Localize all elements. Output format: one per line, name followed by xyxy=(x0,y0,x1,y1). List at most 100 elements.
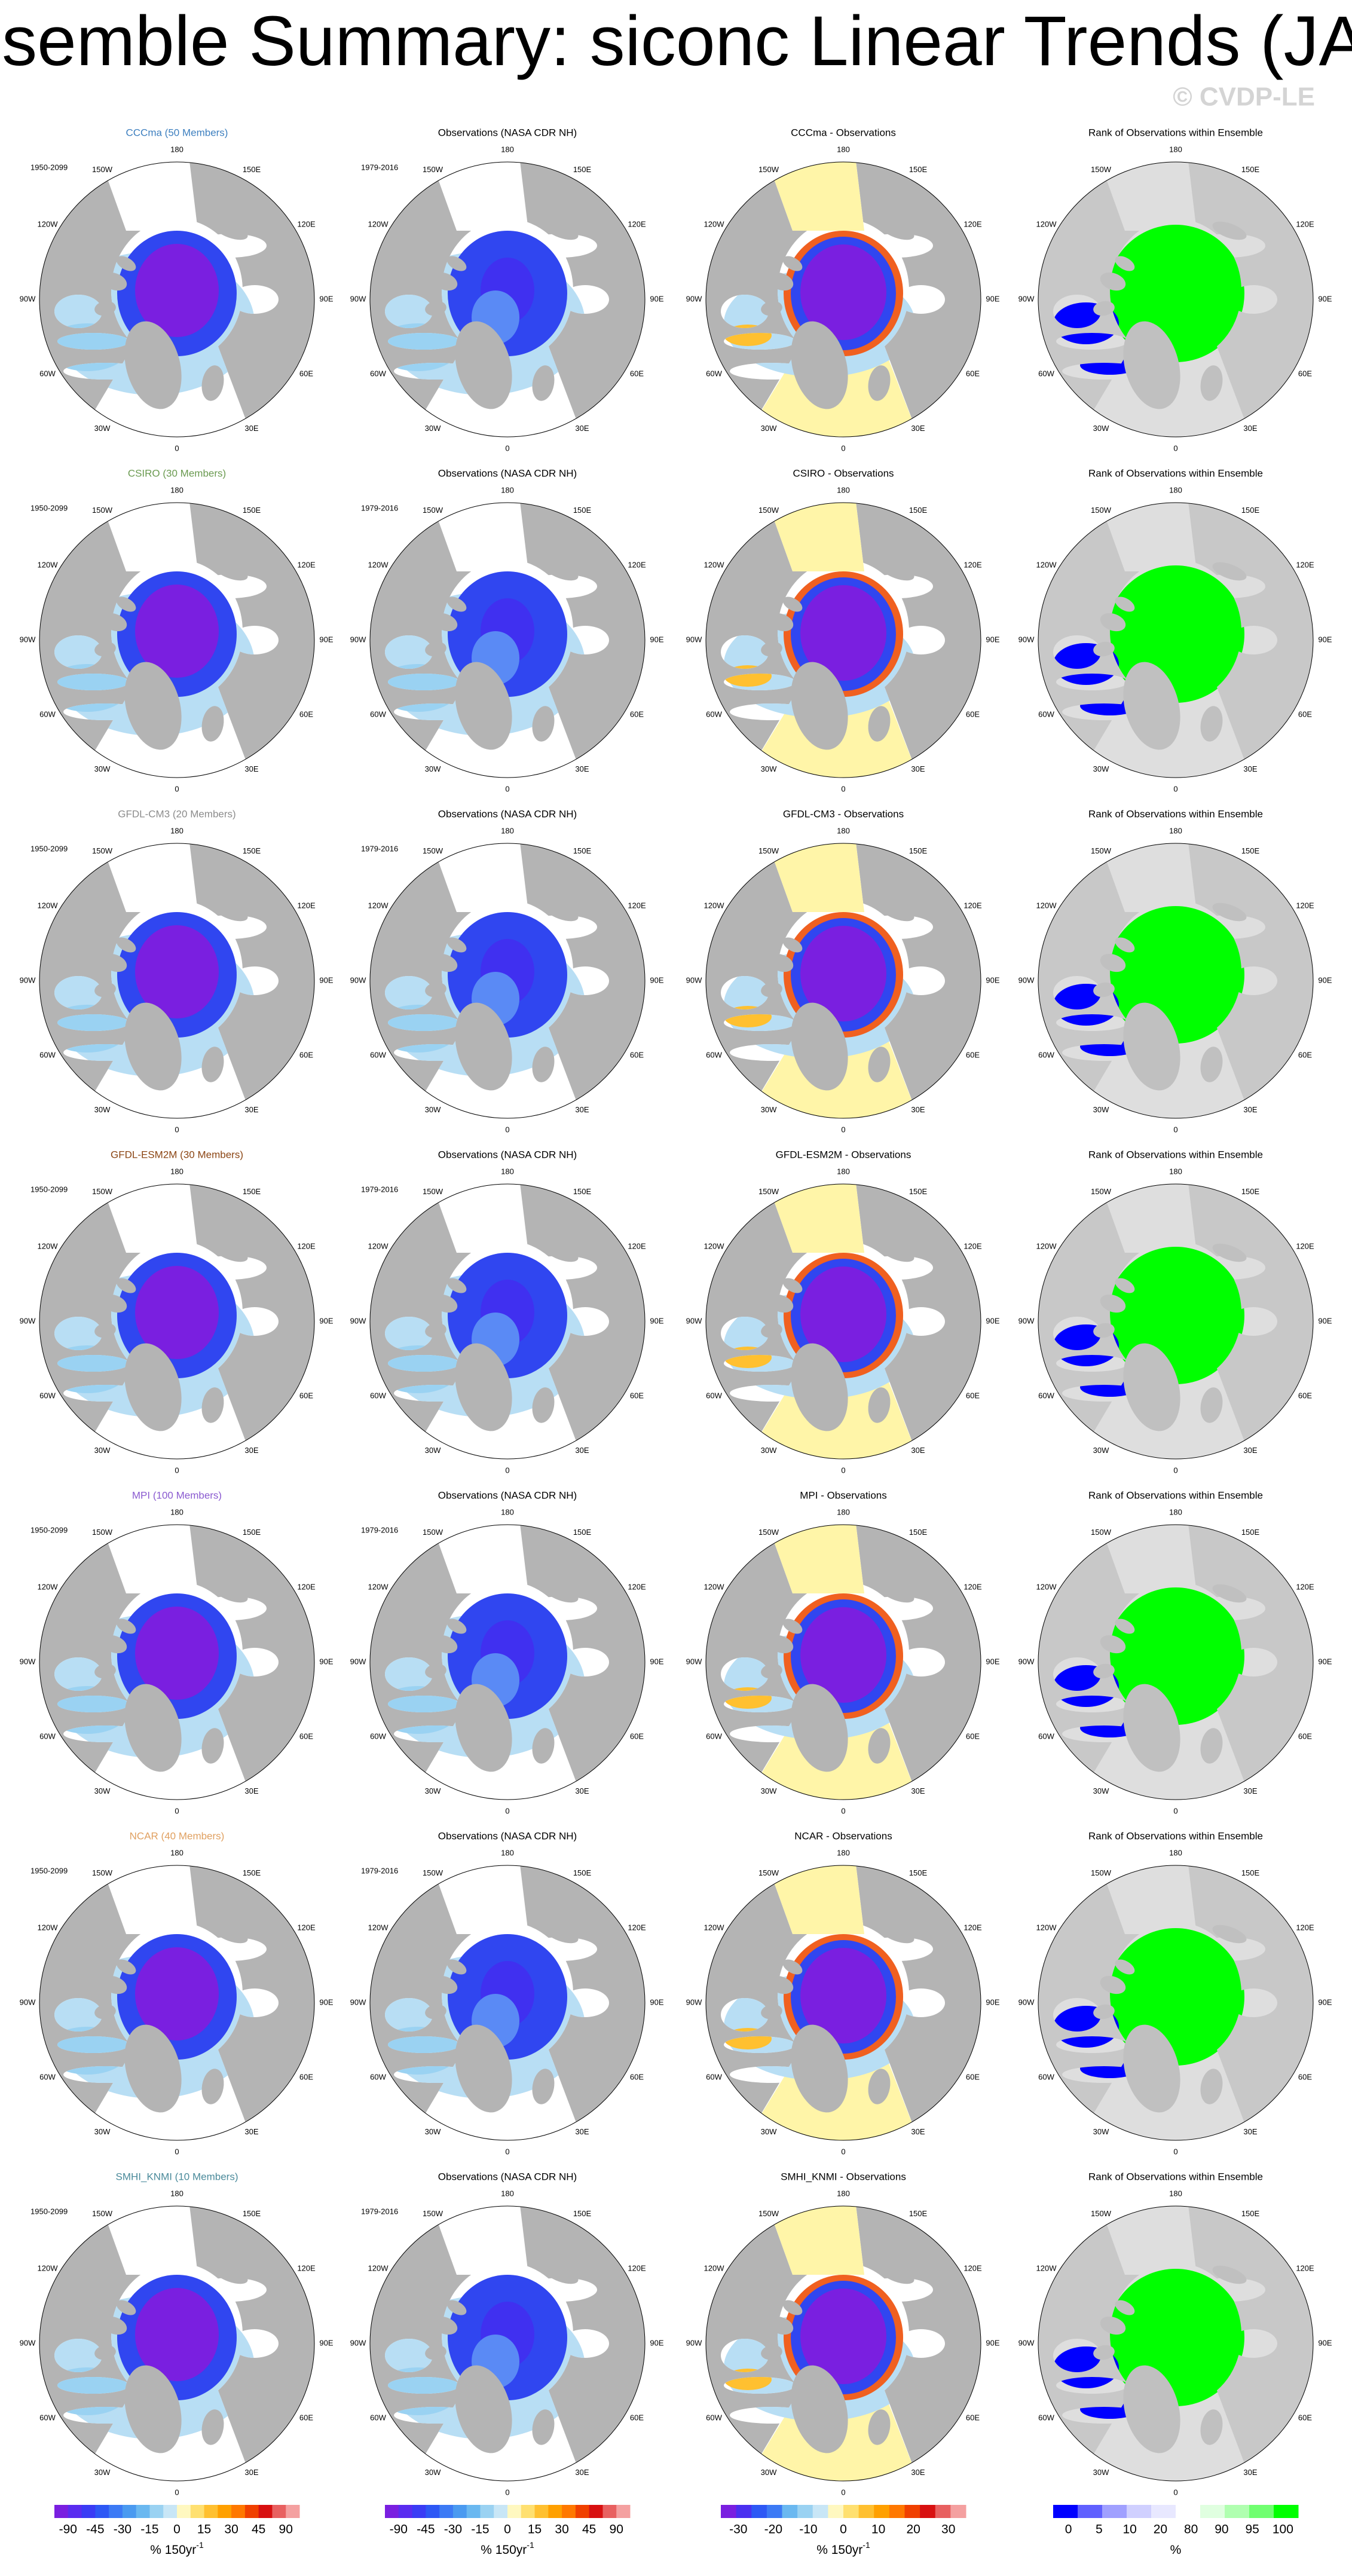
longitude-label: 180 xyxy=(501,2189,514,2198)
island xyxy=(544,1925,579,1944)
period-label: 1950-2099 xyxy=(30,1866,68,1875)
longitude-label: 90E xyxy=(1318,1657,1332,1666)
longitude-label: 60W xyxy=(706,2413,722,2422)
longitude-label: 90W xyxy=(20,2338,36,2347)
longitude-label: 0 xyxy=(1173,1466,1177,1474)
longitude-label: 90E xyxy=(319,1997,333,2006)
colorbar-box xyxy=(218,2505,232,2518)
island xyxy=(94,982,116,998)
panel-title: Observations (NASA CDR NH) xyxy=(438,1489,577,1501)
longitude-label: 120E xyxy=(963,219,982,228)
longitude-label: 180 xyxy=(501,1167,514,1176)
colorbar-label: -90 xyxy=(390,2523,408,2537)
longitude-label: 180 xyxy=(1169,2189,1182,2198)
colorbar-box xyxy=(190,2505,205,2518)
colorbar-label: -15 xyxy=(140,2523,158,2537)
colorbar-box xyxy=(797,2505,813,2518)
colorbar-box xyxy=(286,2505,300,2518)
island xyxy=(1115,937,1135,953)
longitude-label: 180 xyxy=(501,485,514,494)
diff-positive-region xyxy=(766,843,864,912)
longitude-label: 30W xyxy=(761,2127,777,2136)
longitude-label: 120E xyxy=(628,1582,646,1591)
longitude-label: 60E xyxy=(630,2072,644,2081)
island xyxy=(868,1047,891,1082)
longitude-label: 120E xyxy=(1296,901,1314,910)
map-clip xyxy=(370,1865,645,2140)
longitude-label: 120W xyxy=(38,1582,59,1591)
ocean xyxy=(721,162,945,437)
longitude-label: 120E xyxy=(963,560,982,569)
ice-core xyxy=(135,585,219,678)
island xyxy=(782,2300,803,2315)
longitude-label: 90W xyxy=(20,1997,36,2006)
longitude-label: 120W xyxy=(368,560,389,569)
panel-title: Rank of Observations within Ensemble xyxy=(1088,467,1263,479)
longitude-label: 120W xyxy=(38,901,59,910)
longitude-label: 120E xyxy=(297,219,316,228)
polar-map: 180 150E 120E 90E 60E 30E 0 30W 60W 90W 120W 150W xyxy=(686,1848,1000,2156)
island xyxy=(446,2300,467,2315)
longitude-label: 90W xyxy=(350,2338,366,2347)
longitude-label: 30W xyxy=(94,1105,111,1114)
longitude-label: 120W xyxy=(368,2263,389,2272)
panel-title: Rank of Observations within Ensemble xyxy=(1088,127,1263,138)
longitude-label: 120E xyxy=(297,2263,316,2272)
colorbar-unit: % 150yr-1 xyxy=(816,2540,870,2557)
longitude-label: 30W xyxy=(761,764,777,773)
longitude-label: 30W xyxy=(761,2468,777,2477)
longitude-label: 120E xyxy=(628,1923,646,1932)
longitude-label: 30W xyxy=(94,2468,111,2477)
longitude-label: 30E xyxy=(244,424,258,433)
colorbar-box xyxy=(81,2505,96,2518)
island xyxy=(1212,2265,1247,2284)
map-clip xyxy=(370,1525,645,1800)
longitude-label: 150W xyxy=(423,165,443,174)
longitude-label: 60W xyxy=(39,709,56,718)
island xyxy=(880,221,914,240)
colorbar-label: 15 xyxy=(197,2523,211,2537)
map-border xyxy=(1038,161,1314,438)
island xyxy=(761,982,782,998)
map-clip xyxy=(39,503,314,778)
longitude-label: 0 xyxy=(841,1125,845,1134)
longitude-label: 90E xyxy=(650,1316,663,1325)
island xyxy=(432,1975,458,1994)
longitude-label: 120E xyxy=(963,901,982,910)
island xyxy=(1100,272,1126,291)
island xyxy=(1123,321,1180,409)
colorbar-box xyxy=(616,2505,631,2518)
island xyxy=(425,2345,446,2360)
longitude-label: 60E xyxy=(630,1050,644,1059)
colorbar-box xyxy=(231,2505,246,2518)
polar-map: 180 150E 120E 90E 60E 30E 0 30W 60W 90W 120W 150W xyxy=(350,485,664,793)
colorbar-label: 90 xyxy=(610,2523,623,2537)
colorbar-box xyxy=(575,2505,590,2518)
island xyxy=(213,1925,248,1944)
map-border xyxy=(39,2205,315,2482)
longitude-label: 150W xyxy=(1091,2209,1112,2218)
ice-core xyxy=(135,2288,219,2381)
island xyxy=(782,1959,803,1975)
island xyxy=(880,902,914,922)
island xyxy=(532,365,555,401)
longitude-label: 60E xyxy=(1298,1050,1312,1059)
longitude-label: 90W xyxy=(686,294,702,303)
island xyxy=(201,1047,224,1082)
colorbar-box xyxy=(950,2505,966,2518)
unit-superscript: -1 xyxy=(196,2540,204,2550)
longitude-label: 30E xyxy=(244,2127,258,2136)
island xyxy=(101,953,127,972)
island xyxy=(791,2365,848,2453)
longitude-label: 120E xyxy=(963,1582,982,1591)
map-clip xyxy=(39,1865,314,2140)
longitude-label: 90W xyxy=(20,294,36,303)
colorbar-label: 95 xyxy=(1245,2523,1259,2537)
colorbar-box xyxy=(843,2505,859,2518)
colorbar-box xyxy=(889,2505,905,2518)
longitude-label: 60E xyxy=(966,369,980,378)
island xyxy=(767,272,794,291)
island xyxy=(544,2265,579,2284)
longitude-label: 60E xyxy=(1298,709,1312,718)
longitude-label: 30E xyxy=(575,764,589,773)
